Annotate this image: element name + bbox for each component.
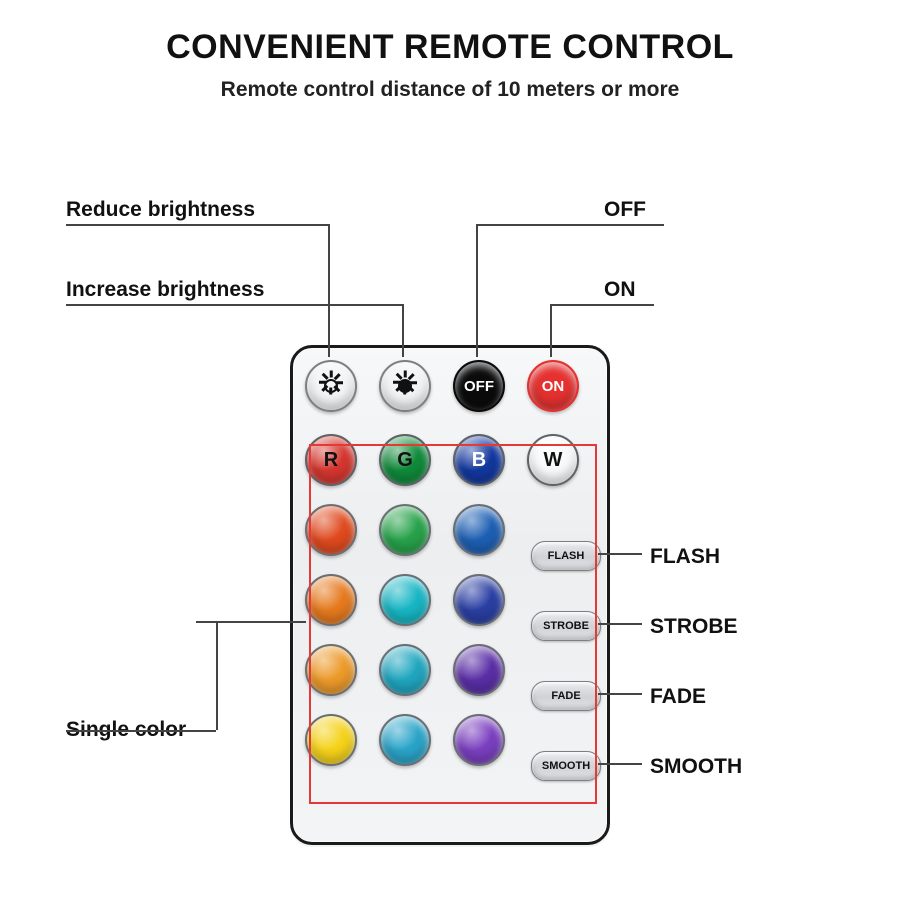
remote-brightness_up-button[interactable] — [379, 360, 431, 412]
brightness-down-icon — [307, 362, 355, 410]
leader-line — [550, 304, 654, 306]
callout-increase-brightness: Increase brightness — [66, 278, 264, 302]
color-button-r3-c1[interactable] — [379, 714, 431, 766]
mode-flash-button[interactable]: FLASH — [531, 541, 601, 571]
callout-smooth: SMOOTH — [650, 755, 742, 779]
btn-R-label: R — [324, 449, 338, 472]
leader-line — [66, 304, 402, 306]
callout-flash: FLASH — [650, 545, 720, 569]
page-title: CONVENIENT REMOTE CONTROL — [0, 28, 900, 67]
color-button-r2-c2[interactable] — [453, 644, 505, 696]
power_on-label: ON — [542, 378, 565, 395]
mode-fade-button[interactable]: FADE — [531, 681, 601, 711]
color-button-r2-c0[interactable] — [305, 644, 357, 696]
leader-line — [598, 693, 642, 695]
leader-line — [476, 224, 664, 226]
mode-flash-label: FLASH — [548, 550, 585, 562]
remote-btn-w-button[interactable]: W — [527, 434, 579, 486]
mode-fade-label: FADE — [551, 690, 580, 702]
color-button-r3-c2[interactable] — [453, 714, 505, 766]
remote-btn-g-button[interactable]: G — [379, 434, 431, 486]
callout-reduce-brightness: Reduce brightness — [66, 198, 255, 222]
btn-B-label: B — [472, 449, 486, 472]
color-button-r0-c1[interactable] — [379, 504, 431, 556]
leader-line — [598, 763, 642, 765]
mode-smooth-button[interactable]: SMOOTH — [531, 751, 601, 781]
callout-off: OFF — [604, 198, 646, 222]
mode-strobe-button[interactable]: STROBE — [531, 611, 601, 641]
callout-fade: FADE — [650, 685, 706, 709]
remote-btn-r-button[interactable]: R — [305, 434, 357, 486]
leader-line — [476, 224, 478, 357]
leader-line — [402, 304, 404, 357]
leader-line — [598, 623, 642, 625]
leader-line — [328, 224, 330, 357]
color-button-r3-c0[interactable] — [305, 714, 357, 766]
mode-smooth-label: SMOOTH — [542, 760, 590, 772]
mode-strobe-label: STROBE — [543, 620, 589, 632]
leader-line — [66, 224, 328, 226]
color-button-r2-c1[interactable] — [379, 644, 431, 696]
power_off-label: OFF — [464, 378, 494, 395]
remote-brightness_down-button[interactable] — [305, 360, 357, 412]
remote-body: OFF ON R G B W FLASH STROBE FADE SMOOTH — [290, 345, 610, 845]
page-subtitle: Remote control distance of 10 meters or … — [0, 78, 900, 102]
color-button-r1-c1[interactable] — [379, 574, 431, 626]
remote-btn-b-button[interactable]: B — [453, 434, 505, 486]
color-button-r1-c2[interactable] — [453, 574, 505, 626]
callout-on: ON — [604, 278, 636, 302]
color-button-r1-c0[interactable] — [305, 574, 357, 626]
remote-power_on-button[interactable]: ON — [527, 360, 579, 412]
leader-line — [598, 553, 642, 555]
color-button-r0-c2[interactable] — [453, 504, 505, 556]
remote-power_off-button[interactable]: OFF — [453, 360, 505, 412]
leader-line — [216, 621, 218, 730]
btn-G-label: G — [397, 449, 413, 472]
color-button-r0-c0[interactable] — [305, 504, 357, 556]
leader-line — [66, 730, 216, 732]
brightness-up-icon — [381, 362, 429, 410]
leader-line — [550, 304, 552, 357]
leader-line — [216, 621, 306, 623]
btn-W-label: W — [544, 449, 563, 472]
callout-strobe: STROBE — [650, 615, 738, 639]
